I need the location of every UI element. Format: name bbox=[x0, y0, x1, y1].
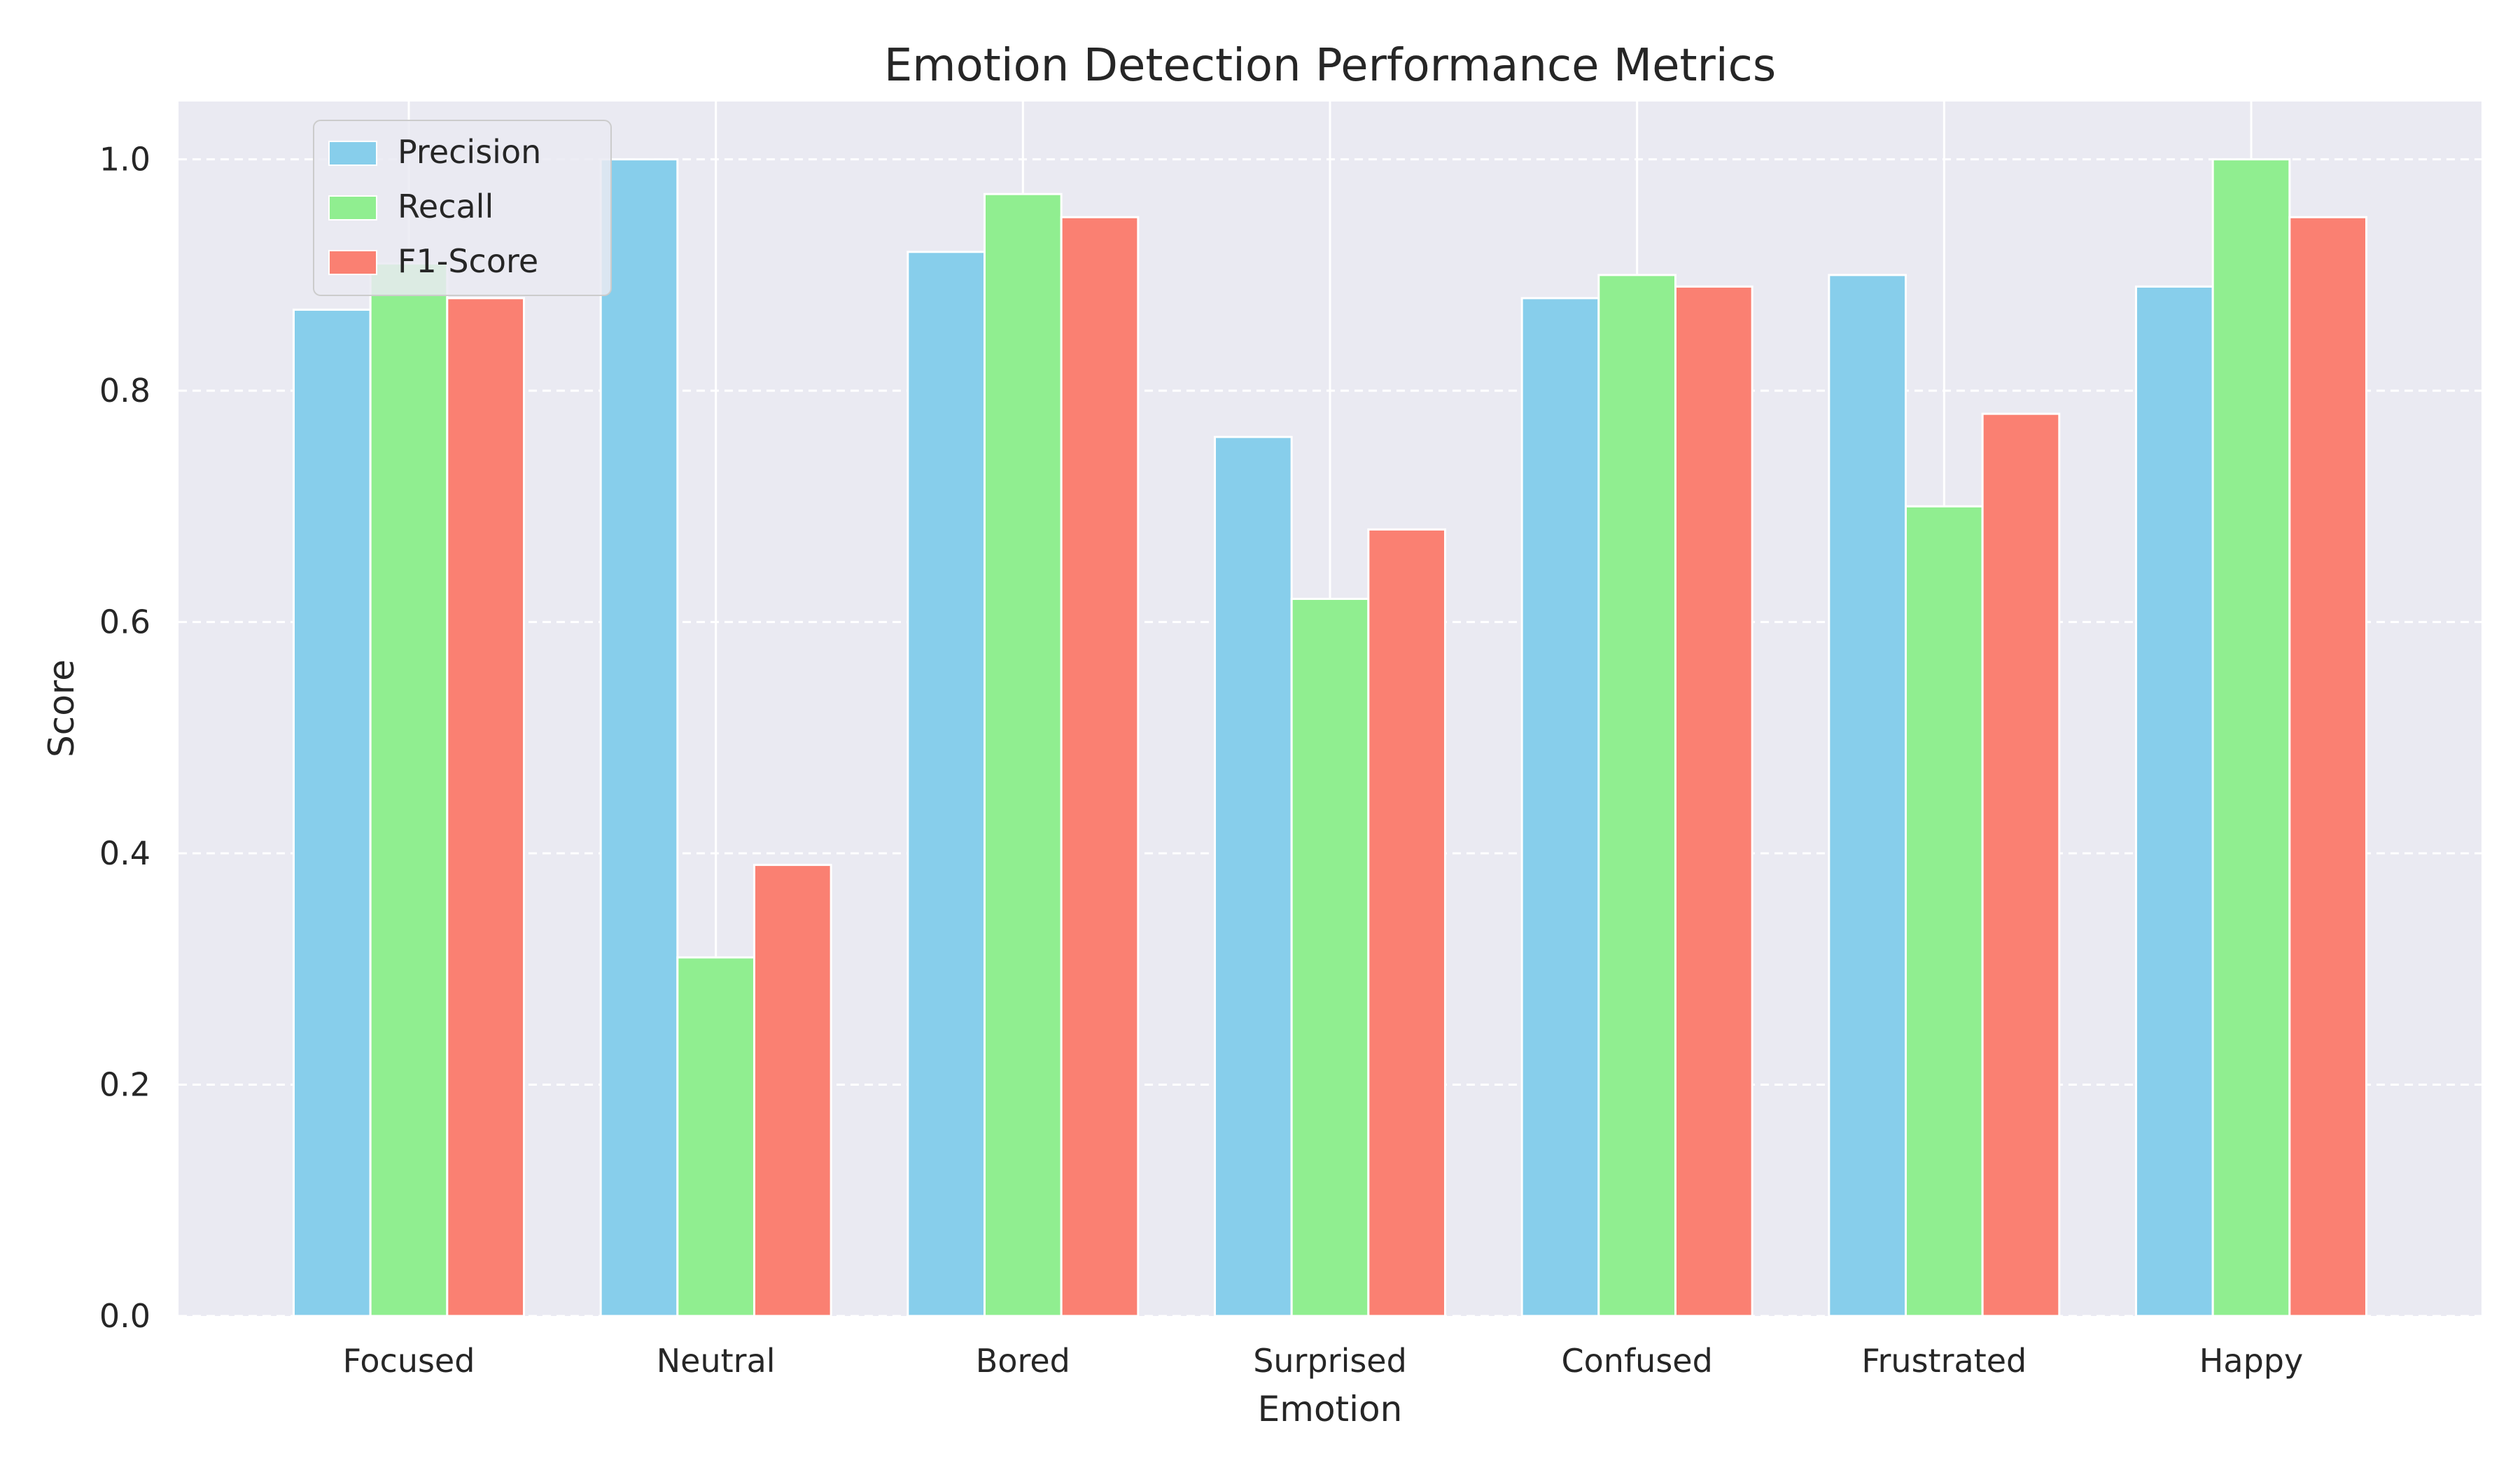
legend-label: Recall bbox=[398, 188, 493, 225]
bar-recall-frustrated bbox=[1905, 505, 1984, 1317]
x-tick-label: Surprised bbox=[1253, 1342, 1407, 1380]
bar-precision-frustrated bbox=[1828, 274, 1907, 1317]
bar-precision-surprised bbox=[1214, 435, 1293, 1317]
legend-box bbox=[313, 120, 612, 296]
bar-recall-neutral bbox=[676, 956, 755, 1317]
x-tick-label: Bored bbox=[976, 1342, 1070, 1380]
legend-swatch bbox=[328, 250, 377, 275]
legend-label: F1-Score bbox=[398, 242, 538, 280]
x-tick-label: Frustrated bbox=[1861, 1342, 2026, 1380]
y-tick-label: 0.0 bbox=[99, 1297, 150, 1335]
y-tick-label: 0.8 bbox=[99, 372, 150, 410]
legend: Precision Recall F1-Score bbox=[313, 120, 612, 296]
legend-swatch bbox=[328, 141, 377, 166]
x-tick-label: Happy bbox=[2199, 1342, 2303, 1380]
x-tick-label: Focused bbox=[343, 1342, 475, 1380]
y-tick-label: 0.2 bbox=[99, 1066, 150, 1104]
bar-precision-focused bbox=[293, 308, 372, 1317]
bar-f1-score-confused bbox=[1674, 285, 1754, 1317]
bar-f1-score-neutral bbox=[753, 864, 832, 1317]
y-axis-label: Score bbox=[41, 659, 82, 757]
bar-recall-happy bbox=[2211, 158, 2291, 1317]
y-tick-label: 0.6 bbox=[99, 603, 150, 641]
bar-precision-neutral bbox=[599, 158, 679, 1317]
bar-f1-score-frustrated bbox=[1981, 412, 2061, 1317]
y-tick-label: 0.4 bbox=[99, 834, 150, 872]
bar-recall-surprised bbox=[1290, 598, 1370, 1317]
x-axis-label: Emotion bbox=[1258, 1389, 1403, 1429]
bar-f1-score-focused bbox=[446, 297, 525, 1317]
x-tick-label: Neutral bbox=[657, 1342, 776, 1380]
bar-precision-confused bbox=[1520, 297, 1600, 1317]
x-tick-label: Confused bbox=[1562, 1342, 1713, 1380]
bars bbox=[293, 158, 2367, 1317]
bar-recall-confused bbox=[1597, 274, 1676, 1317]
bar-recall-focused bbox=[369, 262, 449, 1317]
bar-f1-score-bored bbox=[1060, 216, 1140, 1317]
tick-labels: 0.0 0.2 0.4 0.6 0.8 1.0 Focused Neutral Bored Sur… bbox=[99, 141, 2303, 1380]
bar-f1-score-surprised bbox=[1367, 528, 1447, 1317]
bar-precision-happy bbox=[2135, 285, 2214, 1317]
bar-precision-bored bbox=[906, 251, 986, 1317]
legend-label: Precision bbox=[398, 133, 541, 171]
legend-swatch bbox=[328, 195, 377, 220]
y-tick-label: 1.0 bbox=[99, 141, 150, 178]
bar-recall-bored bbox=[983, 192, 1063, 1317]
chart-title: Emotion Detection Performance Metrics bbox=[884, 40, 1776, 92]
bar-f1-score-happy bbox=[2288, 216, 2367, 1317]
